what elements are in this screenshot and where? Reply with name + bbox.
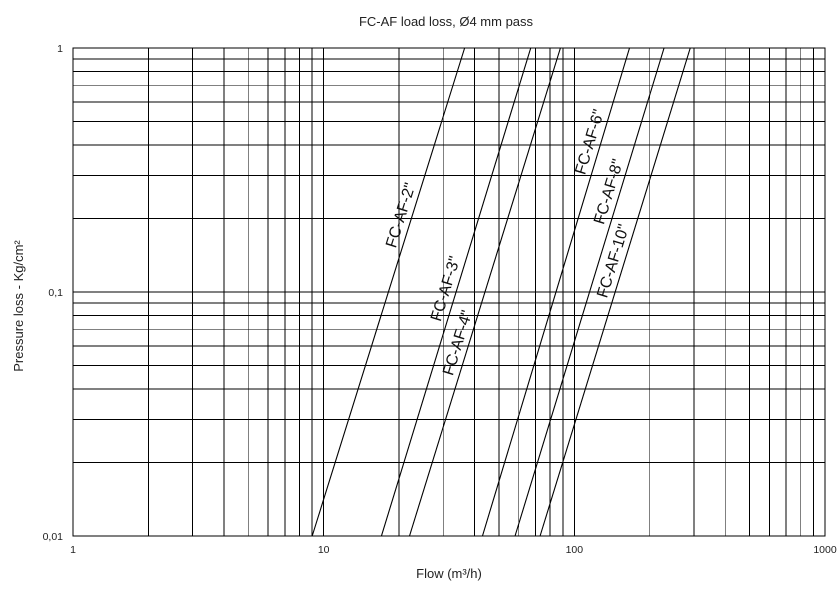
grid [73,48,825,536]
series-label: FC-AF-10" [594,222,633,300]
chart-title: FC-AF load loss, Ø4 mm pass [359,14,534,29]
x-tick-label: 1000 [813,544,837,556]
series-line [481,47,631,537]
series-line [408,47,561,537]
series-label: FC-AF-6" [572,108,608,177]
x-tick-label: 100 [566,544,584,556]
series-label: FC-AF-2" [383,181,419,250]
y-tick-label: 0,01 [43,531,64,543]
series-label: FC-AF-8" [591,157,627,226]
series-line [311,47,466,537]
y-axis-title: Pressure loss - Kg/cm² [11,240,26,372]
x-tick-label: 1 [70,544,76,556]
series-line [380,47,532,537]
series-lines [311,47,691,537]
series-line [514,47,665,537]
series-line [539,47,691,537]
x-tick-label: 10 [318,544,330,556]
tick-labels: 1 10 100 1000 0,01 0,1 1 [43,43,837,556]
y-tick-label: 1 [57,43,63,55]
y-tick-label: 0,1 [48,287,63,299]
series-labels: FC-AF-2"FC-AF-3"FC-AF-4"FC-AF-6"FC-AF-8"… [383,108,633,378]
plot-frame [72,47,826,537]
x-axis-title: Flow (m³/h) [416,566,482,581]
